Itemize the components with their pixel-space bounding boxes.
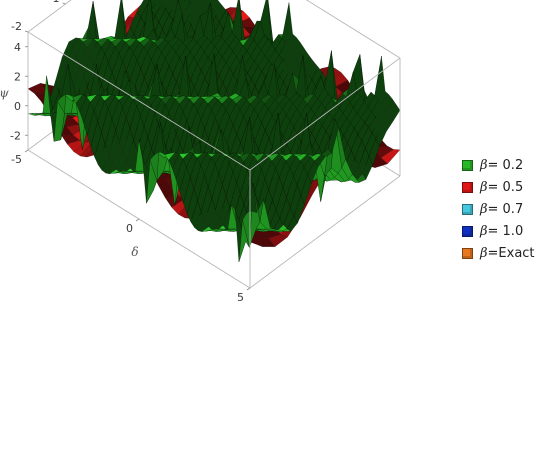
tick-label: 5 [237, 291, 244, 304]
legend-label: β= 0.5 [480, 180, 523, 195]
tick-mark [246, 287, 251, 291]
axis-labels: δπψ [0, 86, 139, 259]
tick-mark [24, 149, 29, 153]
legend-beta: β [480, 245, 488, 261]
legend-label: β=Exact [480, 246, 535, 261]
tick-label: 2 [14, 70, 21, 83]
tick-mark [135, 218, 140, 222]
legend-beta: β [480, 223, 488, 239]
legend-value: =Exact [487, 245, 535, 261]
surface-patch [246, 183, 258, 215]
box-edge [249, 175, 401, 289]
box-edge [27, 31, 251, 171]
legend-item: β= 0.5 [462, 176, 550, 198]
legend-swatch [462, 225, 473, 237]
legend-label: β= 0.2 [480, 158, 523, 173]
tick-label: -2 [10, 129, 21, 142]
legend-value: = 0.5 [487, 179, 524, 195]
legend-swatch [462, 247, 473, 259]
surface-layer [27, 0, 401, 263]
legend-item: β= 0.2 [462, 154, 550, 176]
surface-patch [114, 0, 126, 42]
box-edge [305, 0, 401, 59]
legend-label: β= 0.7 [480, 202, 523, 217]
legend-beta: β [480, 157, 488, 173]
tick-label: -2 [11, 20, 22, 33]
legend-beta: β [480, 179, 488, 195]
legend-beta: β [480, 201, 488, 217]
tick-label: -5 [11, 153, 22, 166]
x-axis-label: δ [131, 245, 138, 259]
tick-mark [62, 2, 66, 5]
tick-label: -1 [49, 0, 60, 5]
box-edge [249, 57, 401, 171]
tick-label: 4 [14, 41, 21, 54]
surface-beta-0.2 [27, 0, 401, 263]
tick-label: 0 [126, 222, 133, 235]
legend-swatch [462, 181, 473, 193]
tick-mark [24, 30, 29, 33]
legend-item: β= 0.7 [462, 198, 550, 220]
tick-label: 0 [14, 100, 21, 113]
legend-swatch [462, 203, 473, 215]
box-edge [27, 0, 72, 33]
legend: β= 0.2 β= 0.5 β= 0.7 β= 1.0 β=Exact [462, 154, 550, 264]
legend-item: β=Exact [462, 242, 550, 264]
legend-swatch [462, 159, 473, 171]
legend-value: = 0.2 [487, 157, 524, 173]
legend-label: β= 1.0 [480, 224, 523, 239]
legend-value: = 1.0 [487, 223, 524, 239]
legend-value: = 0.7 [487, 201, 524, 217]
legend-item: β= 1.0 [462, 220, 550, 242]
z-axis-label: ψ [0, 86, 9, 100]
